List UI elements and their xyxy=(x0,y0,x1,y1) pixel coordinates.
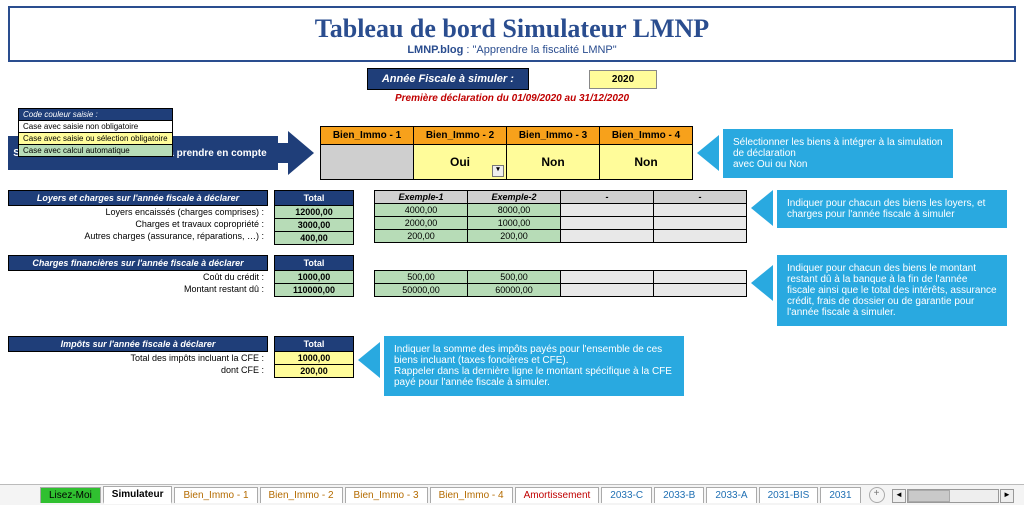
sheet-tab[interactable]: Amortissement xyxy=(515,487,600,503)
sheet-tab[interactable]: 2033-C xyxy=(601,487,652,503)
row-label: Autres charges (assurance, réparations, … xyxy=(8,230,268,242)
arrow-left-icon xyxy=(358,342,380,378)
sheet-tab[interactable]: Simulateur xyxy=(103,486,173,504)
callout-rents: Indiquer pour chacun des biens les loyer… xyxy=(777,190,1007,228)
scroll-left-button[interactable]: ◄ xyxy=(892,489,906,503)
fiscal-year-label: Année Fiscale à simuler : xyxy=(367,68,529,90)
title-box: Tableau de bord Simulateur LMNP LMNP.blo… xyxy=(8,6,1016,62)
tax-total-col: Total 1000,00 200,00 xyxy=(274,336,354,378)
example-cell[interactable]: 60000,00 xyxy=(468,284,561,297)
rents-block: Loyers et charges sur l'année fiscale à … xyxy=(8,190,1016,245)
property-select-cell[interactable] xyxy=(321,145,414,180)
total-cell: 12000,00 xyxy=(275,206,354,219)
arrow-left-icon xyxy=(697,135,719,171)
fiscal-year-input[interactable]: 2020 xyxy=(589,70,657,89)
tax-input[interactable]: 1000,00 xyxy=(275,352,354,365)
sheet-tab[interactable]: Bien_Immo - 2 xyxy=(260,487,343,503)
property-header: Bien_Immo - 4 xyxy=(600,127,693,145)
row-label: Coût du crédit : xyxy=(8,271,268,283)
finance-examples: 500,00500,00 50000,0060000,00 xyxy=(374,270,747,297)
tax-input[interactable]: 200,00 xyxy=(275,365,354,378)
example-cell[interactable]: 500,00 xyxy=(468,271,561,284)
finance-total-col: Total 1000,00 110000,00 xyxy=(274,255,354,297)
sheet-tab[interactable]: 2031 xyxy=(820,487,860,503)
total-cell: 110000,00 xyxy=(275,284,354,297)
row-label: Montant restant dû : xyxy=(8,283,268,295)
arrow-right-icon xyxy=(288,131,314,175)
total-cell: 3000,00 xyxy=(275,219,354,232)
example-cell[interactable]: 2000,00 xyxy=(375,217,468,230)
property-header: Bien_Immo - 1 xyxy=(321,127,414,145)
example-cell[interactable]: 200,00 xyxy=(468,230,561,243)
subtitle-link[interactable]: LMNP.blog xyxy=(407,44,463,56)
property-select-cell[interactable]: Non xyxy=(507,145,600,180)
row-label: dont CFE : xyxy=(8,364,268,376)
property-select-cell[interactable]: Oui▾ xyxy=(414,145,507,180)
tax-block: Impôts sur l'année fiscale à déclarer To… xyxy=(8,336,1016,396)
page-title: Tableau de bord Simulateur LMNP xyxy=(10,14,1014,44)
example-cell[interactable]: 8000,00 xyxy=(468,204,561,217)
sheet-tab[interactable]: 2033-B xyxy=(654,487,704,503)
legend-row: Case avec saisie ou sélection obligatoir… xyxy=(19,133,173,145)
callout-selection: Sélectionner les biens à intégrer à la s… xyxy=(723,129,953,178)
add-sheet-button[interactable]: + xyxy=(869,487,885,503)
example-cell[interactable]: 200,00 xyxy=(375,230,468,243)
scroll-track[interactable] xyxy=(907,489,999,503)
rents-total-col: Total 12000,00 3000,00 400,00 xyxy=(274,190,354,245)
sheet-tab[interactable]: Bien_Immo - 3 xyxy=(345,487,428,503)
sheet-tab[interactable]: Bien_Immo - 4 xyxy=(430,487,513,503)
legend-row: Case avec saisie non obligatoire xyxy=(19,121,173,133)
property-header: Bien_Immo - 3 xyxy=(507,127,600,145)
arrow-left-icon xyxy=(751,265,773,301)
subtitle: LMNP.blog : "Apprendre la fiscalité LMNP… xyxy=(10,44,1014,56)
example-cell[interactable]: 500,00 xyxy=(375,271,468,284)
finance-header: Charges financières sur l'année fiscale … xyxy=(8,255,268,271)
property-select-cell[interactable]: Non xyxy=(600,145,693,180)
rents-header: Loyers et charges sur l'année fiscale à … xyxy=(8,190,268,206)
row-label: Total des impôts incluant la CFE : xyxy=(8,352,268,364)
sheet-tab-bar: Lisez-Moi Simulateur Bien_Immo - 1 Bien_… xyxy=(0,484,1024,505)
finance-block: Charges financières sur l'année fiscale … xyxy=(8,255,1016,326)
legend-row: Case avec calcul automatique xyxy=(19,145,173,157)
total-cell: 400,00 xyxy=(275,232,354,245)
legend-title: Code couleur saisie : xyxy=(19,109,173,121)
row-label: Charges et travaux copropriété : xyxy=(8,218,268,230)
example-cell[interactable]: 4000,00 xyxy=(375,204,468,217)
horizontal-scrollbar[interactable]: ◄ ► xyxy=(892,489,1014,503)
sheet-tab[interactable]: Bien_Immo - 1 xyxy=(174,487,257,503)
callout-finance: Indiquer pour chacun des biens le montan… xyxy=(777,255,1007,326)
total-cell: 1000,00 xyxy=(275,271,354,284)
tax-header: Impôts sur l'année fiscale à déclarer xyxy=(8,336,268,352)
sheet-tab[interactable]: 2033-A xyxy=(706,487,756,503)
property-selection-table: Bien_Immo - 1 Bien_Immo - 2 Bien_Immo - … xyxy=(320,126,693,180)
callout-tax: Indiquer la somme des impôts payés pour … xyxy=(384,336,684,396)
row-label: Loyers encaissés (charges comprises) : xyxy=(8,206,268,218)
arrow-left-icon xyxy=(751,190,773,226)
property-header: Bien_Immo - 2 xyxy=(414,127,507,145)
sheet-tab[interactable]: Lisez-Moi xyxy=(40,487,101,503)
scroll-thumb[interactable] xyxy=(908,490,950,502)
sheet-tab[interactable]: 2031-BIS xyxy=(759,487,819,503)
example-cell[interactable]: 1000,00 xyxy=(468,217,561,230)
scroll-right-button[interactable]: ► xyxy=(1000,489,1014,503)
example-cell[interactable]: 50000,00 xyxy=(375,284,468,297)
spreadsheet-page: Tableau de bord Simulateur LMNP LMNP.blo… xyxy=(0,0,1024,505)
rents-examples: Exemple-1 Exemple-2 - - 4000,008000,00 2… xyxy=(374,190,747,243)
color-legend: Code couleur saisie : Case avec saisie n… xyxy=(18,108,173,157)
dropdown-icon[interactable]: ▾ xyxy=(492,165,504,177)
fiscal-year-row: Année Fiscale à simuler : 2020 xyxy=(8,68,1016,90)
declaration-period: Première déclaration du 01/09/2020 au 31… xyxy=(8,93,1016,104)
